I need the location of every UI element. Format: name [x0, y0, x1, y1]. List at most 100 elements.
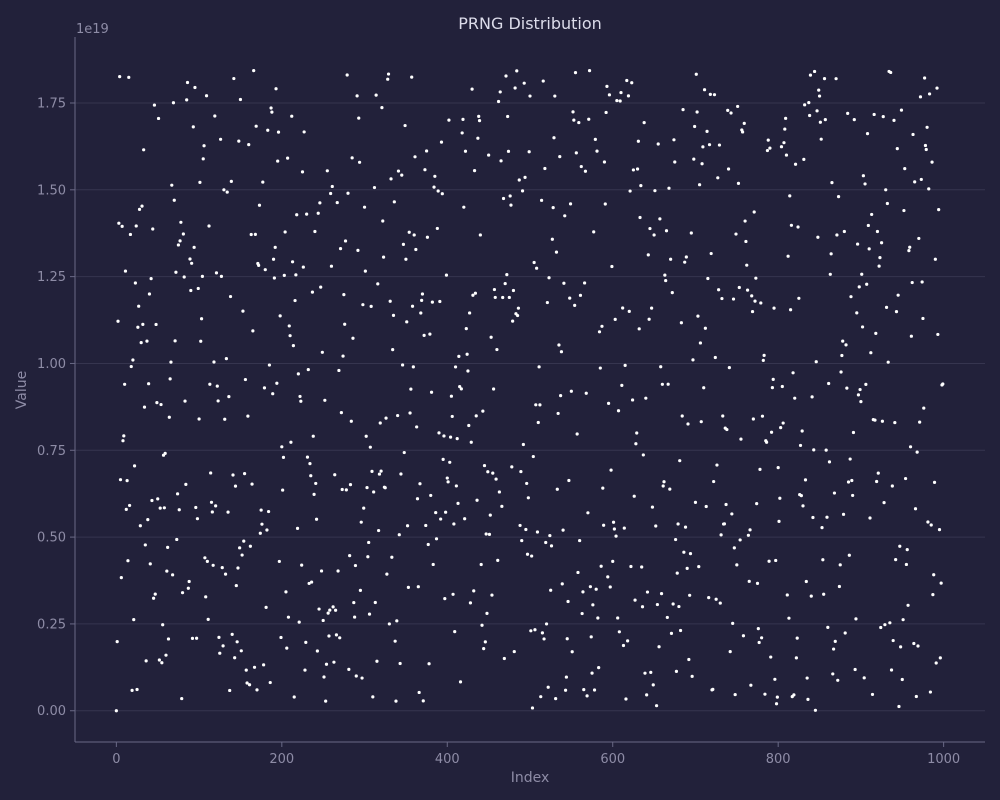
data-point	[410, 75, 414, 79]
data-point	[281, 488, 285, 492]
data-point	[879, 625, 883, 630]
data-point	[336, 569, 340, 573]
data-point	[293, 298, 297, 303]
data-point	[452, 522, 456, 526]
data-point	[622, 526, 626, 530]
data-point	[927, 187, 931, 191]
data-point	[330, 184, 334, 189]
data-point	[900, 677, 904, 682]
data-point	[386, 72, 391, 76]
data-point	[387, 622, 391, 626]
data-point	[458, 680, 463, 684]
data-point	[556, 411, 560, 416]
data-point	[909, 334, 913, 338]
data-point	[621, 306, 625, 310]
data-point	[523, 175, 527, 179]
data-point	[918, 420, 922, 424]
data-point	[684, 255, 688, 259]
data-point	[610, 264, 614, 269]
data-point	[388, 299, 392, 303]
data-point	[539, 198, 544, 202]
data-point	[720, 296, 724, 301]
data-point	[273, 245, 277, 249]
data-point	[551, 205, 555, 210]
data-point	[928, 690, 933, 694]
data-point	[916, 644, 920, 648]
data-point	[391, 348, 395, 352]
data-point	[424, 149, 429, 153]
data-point	[345, 73, 349, 77]
data-point	[290, 260, 295, 264]
data-point	[796, 225, 800, 229]
data-point	[493, 295, 497, 300]
data-point	[937, 208, 941, 212]
data-point	[522, 81, 526, 85]
data-point	[264, 605, 268, 609]
data-point	[463, 517, 467, 521]
grid-lines	[75, 102, 985, 712]
data-point	[453, 630, 457, 634]
data-point	[290, 114, 294, 118]
data-point	[220, 565, 224, 570]
data-point	[884, 188, 888, 192]
data-point	[160, 661, 164, 665]
data-point	[271, 392, 275, 396]
data-point	[722, 522, 727, 526]
data-point	[834, 77, 838, 81]
data-point	[513, 86, 517, 90]
data-point	[812, 448, 816, 452]
data-point	[519, 469, 523, 474]
data-point	[168, 377, 172, 381]
data-point	[810, 395, 814, 399]
data-point	[453, 365, 458, 369]
data-point	[577, 120, 581, 125]
y-tick-label: 0.00	[37, 704, 66, 719]
data-point	[538, 403, 542, 407]
data-point	[252, 665, 257, 669]
data-point	[503, 281, 507, 286]
data-point	[177, 508, 181, 512]
data-point	[672, 138, 676, 142]
data-point	[441, 457, 445, 461]
data-point	[341, 354, 345, 358]
data-point	[917, 236, 921, 241]
data-point	[409, 387, 413, 391]
data-point	[792, 693, 796, 697]
data-point	[517, 178, 521, 182]
data-point	[193, 85, 197, 90]
data-point	[857, 285, 861, 289]
data-point	[774, 558, 778, 563]
data-point	[329, 191, 333, 196]
data-point	[308, 461, 312, 466]
data-point	[463, 149, 468, 153]
data-point	[537, 365, 541, 369]
data-point	[840, 353, 844, 358]
data-point	[768, 146, 772, 150]
data-point	[913, 180, 917, 184]
data-point	[361, 303, 365, 307]
data-point	[487, 153, 491, 157]
data-point	[727, 366, 731, 370]
data-point	[413, 155, 417, 159]
data-point	[641, 453, 645, 457]
data-point	[563, 214, 567, 218]
data-point	[885, 201, 889, 206]
y-tick-label: 0.50	[37, 531, 66, 546]
data-point	[529, 629, 533, 633]
data-point	[766, 138, 770, 142]
data-point	[383, 486, 387, 490]
data-point	[200, 274, 204, 278]
data-point	[689, 231, 693, 235]
data-point	[367, 612, 372, 616]
data-point	[474, 414, 478, 418]
data-point	[333, 608, 338, 612]
data-point	[718, 601, 722, 605]
data-point	[433, 174, 437, 178]
data-point	[760, 414, 765, 418]
data-point	[870, 692, 875, 697]
data-point	[372, 490, 376, 494]
data-point	[642, 121, 646, 125]
data-point	[116, 319, 120, 323]
data-point	[702, 386, 706, 390]
data-point	[676, 522, 680, 526]
